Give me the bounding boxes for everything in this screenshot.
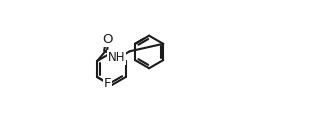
- Text: O: O: [102, 33, 113, 46]
- Text: NH: NH: [108, 51, 125, 64]
- Text: F: F: [104, 76, 111, 90]
